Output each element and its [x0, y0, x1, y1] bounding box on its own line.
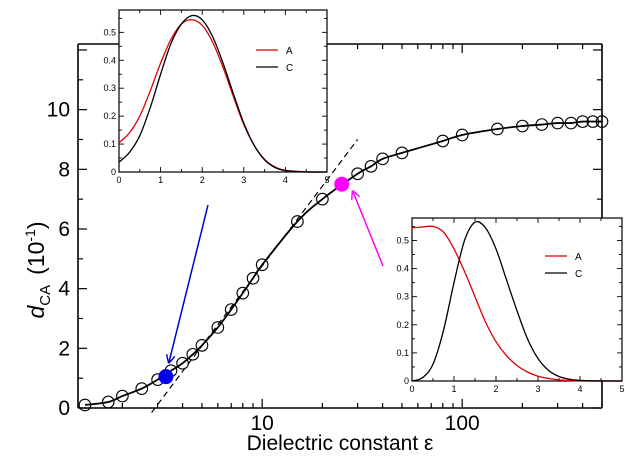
inset-y-tick-label: 0.5	[396, 235, 409, 245]
data-point	[316, 192, 329, 206]
inset-y-tick-label: 0.5	[103, 27, 116, 37]
data-point	[211, 321, 225, 334]
data-point	[364, 159, 378, 173]
highlight-point-magenta	[334, 176, 350, 192]
y-tick-label: 4	[58, 278, 70, 301]
data-point	[376, 152, 389, 166]
data-point	[395, 146, 409, 160]
inset-x-tick-label: 1	[158, 175, 163, 185]
legend-label-C: C	[286, 63, 293, 74]
inset-y-tick-label: 0.3	[396, 292, 409, 302]
arrow-to-blue-point	[169, 204, 209, 363]
y-axis-label-exp: -1	[22, 229, 38, 242]
x-tick-label: 10	[250, 412, 273, 435]
legend-label-A: A	[286, 46, 293, 57]
inset-series-C	[411, 220, 623, 382]
inset-x-tick-label: 2	[200, 175, 205, 185]
inset-x-tick-label: 4	[283, 175, 288, 185]
arrow-to-magenta-point	[353, 191, 384, 267]
inset-x-tick-label: 3	[241, 175, 246, 185]
y-axis-label-sub: CA	[37, 285, 54, 306]
inset-x-tick-label: 4	[577, 384, 582, 394]
inset-x-tick-label: 1	[451, 384, 456, 394]
inset-y-tick-label: 0.2	[103, 111, 116, 121]
y-axis-label-close: )	[23, 221, 49, 229]
inset-x-tick-label: 5	[619, 384, 624, 394]
highlight-point-blue	[158, 369, 174, 385]
inset-x-tick-label: 0	[116, 175, 121, 185]
inset-y-tick-label: 0.2	[396, 320, 409, 330]
inset-series-C	[118, 14, 328, 173]
inset-bottom-right: 0 1 2 3 4 5 0 0.1 0.2 0.3 0.4 0.5 AC	[396, 217, 625, 394]
linear-fit-dashed-line	[151, 139, 359, 413]
inset-x-tick-label: 5	[324, 175, 329, 185]
inset-top-left: 0 1 2 3 4 5 0 0.1 0.2 0.3 0.4 0.5 AC	[103, 9, 330, 185]
data-point	[236, 286, 250, 300]
data-point	[436, 134, 450, 148]
data-point	[586, 115, 600, 128]
y-tick-label: 8	[58, 158, 70, 181]
data-point	[551, 116, 564, 130]
data-point	[455, 128, 469, 142]
y-tick-label: 2	[58, 337, 70, 360]
data-point	[351, 167, 364, 181]
inset-x-tick-label: 0	[409, 384, 414, 394]
data-point	[176, 356, 189, 370]
data-point	[255, 258, 269, 272]
data-point	[116, 389, 129, 403]
data-point	[491, 122, 504, 136]
data-point	[195, 338, 209, 352]
inset-y-tick-label: 0.1	[396, 348, 409, 358]
legend-label-A: A	[575, 252, 582, 263]
data-point	[576, 115, 589, 128]
inset-y-tick-label: 0.4	[103, 55, 116, 65]
y-axis-label-main: d	[23, 305, 49, 319]
data-point	[186, 347, 200, 361]
y-tick-label: 10	[47, 99, 70, 122]
inset-background	[119, 10, 327, 172]
inset-y-tick-label: 0.3	[103, 83, 116, 93]
inset-x-tick-label: 2	[493, 384, 498, 394]
inset-y-tick-label: 0.1	[103, 139, 116, 149]
data-point	[535, 118, 549, 131]
data-point	[291, 215, 304, 228]
x-axis-label: Dielectric constant ε	[247, 432, 434, 455]
y-axis-label-unit: (10	[23, 242, 49, 275]
data-point	[595, 115, 609, 128]
data-point	[135, 382, 149, 395]
data-point	[78, 398, 92, 412]
data-point	[246, 271, 260, 285]
y-tick-label: 6	[58, 218, 70, 241]
data-point	[224, 303, 238, 316]
data-point	[101, 395, 115, 409]
y-tick-label: 0	[58, 397, 70, 420]
inset-y-tick-label: 0	[111, 167, 116, 177]
x-tick-label: 100	[445, 412, 480, 435]
inset-y-tick-label: 0.4	[396, 264, 409, 274]
data-point	[516, 119, 529, 133]
legend-label-C: C	[575, 269, 582, 280]
inset-x-tick-label: 3	[535, 384, 540, 394]
inset-y-tick-label: 0	[404, 376, 409, 386]
inset-series-A	[411, 225, 623, 382]
y-axis-label: dCA (10-1)	[22, 221, 54, 318]
inset-background	[412, 218, 622, 381]
